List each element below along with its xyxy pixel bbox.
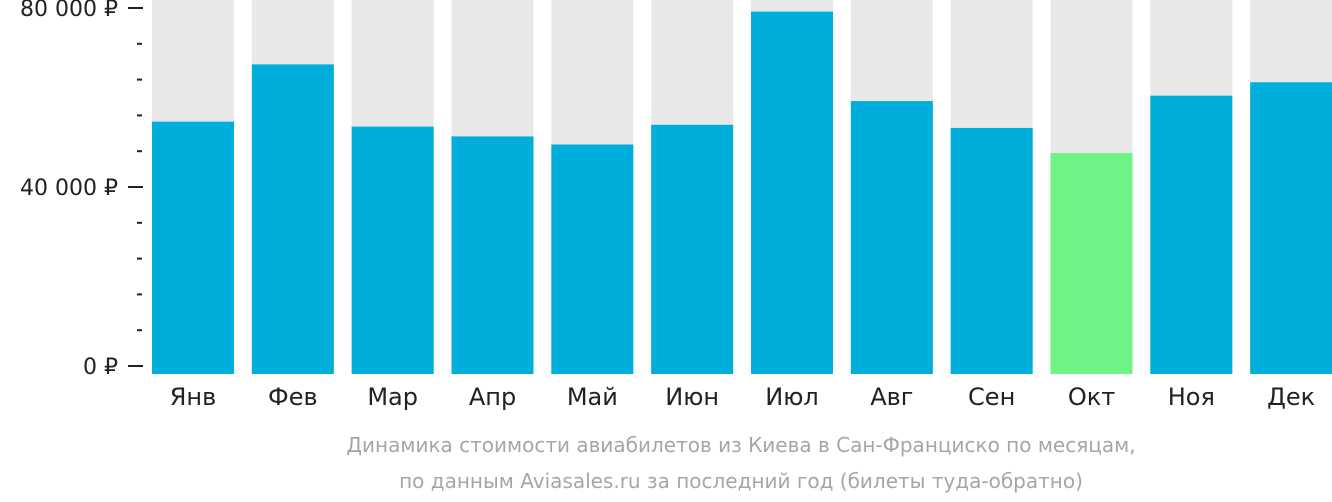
x-axis: Янв Фев Мар Апр Май Июн Июл Авг Сен Окт Ноя Дек: [170, 383, 1315, 411]
bar-10: [1050, 152, 1133, 374]
x-tick-label: Янв: [170, 383, 217, 411]
bar-4: [451, 136, 534, 374]
bar-12: [1250, 82, 1332, 374]
x-tick-label: Дек: [1267, 383, 1315, 411]
chart-caption-line-1: Динамика стоимости авиабилетов из Киева …: [346, 433, 1135, 457]
y-tick-label: 80 000 ₽: [20, 0, 118, 22]
x-tick-label: Июл: [765, 383, 819, 411]
x-tick-label: Авг: [870, 383, 913, 411]
bar-group: [152, 11, 1332, 375]
x-tick-label: Фев: [268, 383, 318, 411]
bar-9: [950, 127, 1033, 375]
x-tick-label: Сен: [968, 383, 1015, 411]
bar-11: [1150, 95, 1233, 375]
x-tick-label: Мар: [367, 383, 418, 411]
bar-1: [152, 121, 234, 374]
bar-7: [751, 11, 833, 375]
bar-8: [850, 101, 933, 374]
bar-5: [551, 144, 634, 374]
y-tick-label: 0 ₽: [83, 355, 118, 380]
x-tick-label: Апр: [469, 383, 516, 411]
x-tick-label: Ноя: [1168, 383, 1215, 411]
x-tick-label: Июн: [665, 383, 719, 411]
bar-3: [351, 126, 434, 375]
bar-2: [251, 64, 334, 374]
y-axis: 0 ₽ 40 000 ₽ 80 000 ₽: [20, 0, 143, 380]
bar-6: [651, 124, 734, 374]
chart-caption-line-2: по данным Aviasales.ru за последний год …: [399, 469, 1083, 493]
x-tick-label: Окт: [1068, 383, 1115, 411]
y-tick-label: 40 000 ₽: [20, 176, 118, 201]
x-tick-label: Май: [567, 383, 618, 411]
